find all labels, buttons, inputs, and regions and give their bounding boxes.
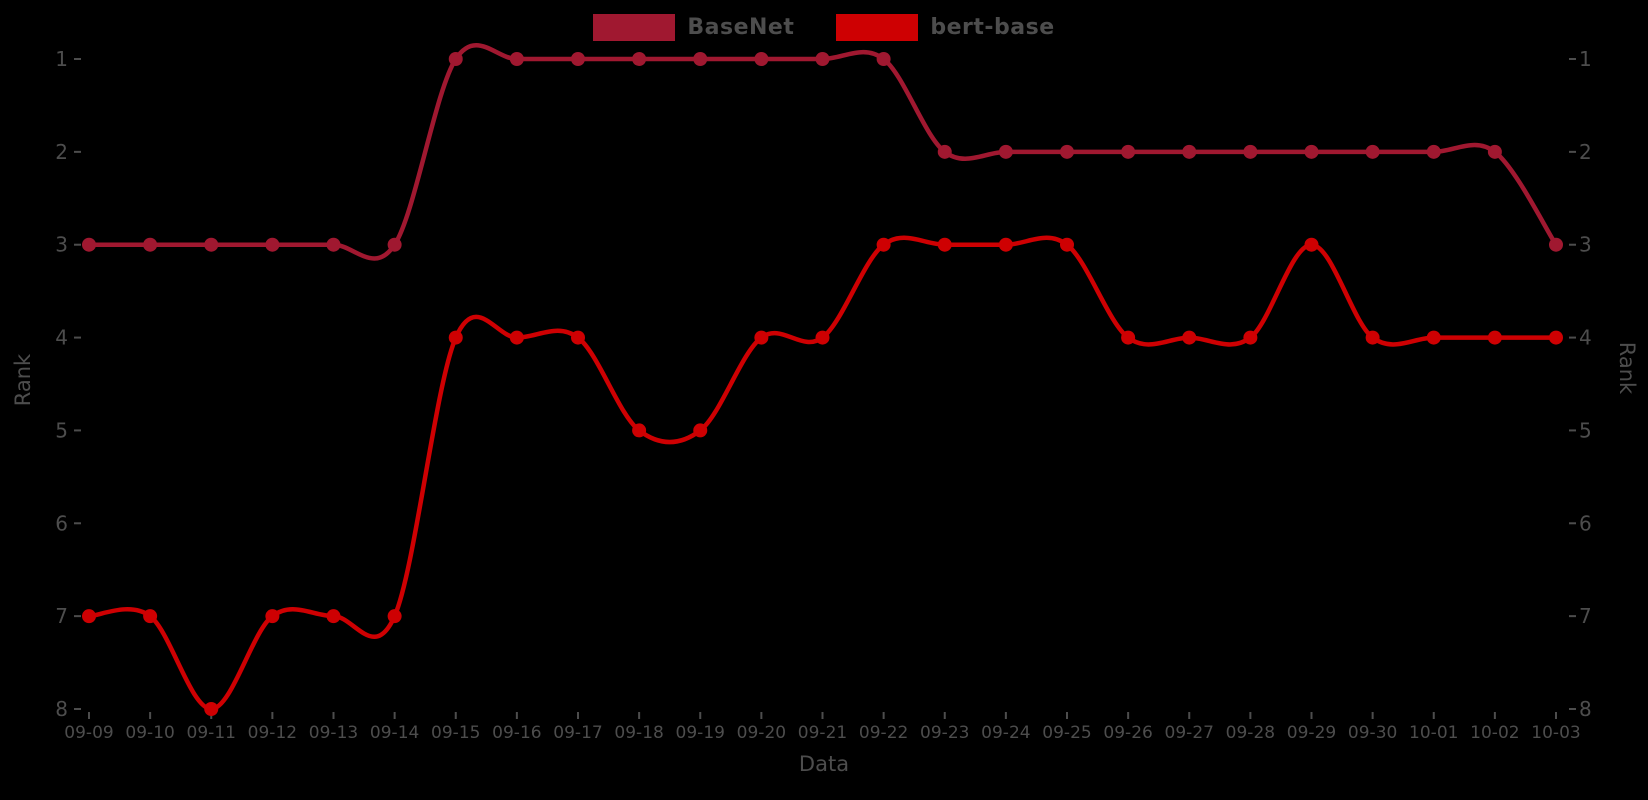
data-point-marker-series-1 (1121, 330, 1136, 345)
y-tick-label-left: 5 (55, 418, 68, 442)
data-point-marker-series-1 (448, 330, 463, 345)
x-tick-label: 09-17 (553, 723, 602, 743)
y-tick-label-right: 4 (1579, 326, 1592, 350)
data-point-marker-series-1 (1060, 237, 1074, 252)
data-point-marker-series-0 (509, 52, 524, 66)
x-tick-label: 10-03 (1531, 723, 1580, 743)
x-tick-label: 09-14 (370, 723, 419, 743)
y-tick-label-left: 1 (55, 47, 68, 71)
data-point-marker-series-0 (1365, 144, 1380, 159)
data-point-marker-series-1 (387, 609, 402, 624)
x-tick-label: 09-18 (614, 723, 663, 743)
data-point-marker-series-1 (1365, 330, 1380, 345)
y-tick-label-right: 8 (1579, 697, 1592, 721)
data-point-marker-series-1 (1182, 330, 1197, 345)
x-tick-label: 09-20 (737, 723, 786, 743)
data-point-marker-series-0 (326, 237, 341, 252)
x-tick-label: 09-28 (1226, 723, 1275, 743)
x-tick-label: 09-29 (1287, 723, 1336, 743)
x-tick-label: 09-30 (1348, 723, 1397, 743)
data-point-marker-series-1 (143, 609, 158, 624)
data-point-marker-series-0 (998, 144, 1013, 159)
data-point-marker-series-0 (1487, 144, 1502, 159)
data-point-marker-series-0 (1304, 144, 1319, 159)
x-tick-label: 09-16 (492, 723, 541, 743)
data-point-marker-series-1 (754, 330, 769, 345)
series-line-1 (86, 235, 1559, 712)
data-point-marker-series-1 (998, 237, 1013, 252)
data-point-marker-series-1 (265, 609, 280, 624)
data-point-marker-series-1 (82, 609, 96, 624)
x-tick-label: 10-01 (1409, 723, 1458, 743)
data-point-marker-series-0 (632, 52, 647, 66)
x-tick-label: 09-10 (125, 723, 174, 743)
data-point-marker-series-0 (1121, 144, 1136, 159)
data-point-marker-series-1 (571, 330, 585, 345)
data-point-marker-series-0 (937, 144, 952, 159)
x-tick-label: 09-19 (676, 723, 725, 743)
data-point-marker-series-0 (1243, 144, 1258, 159)
data-point-marker-series-1 (815, 330, 830, 345)
data-point-marker-series-0 (387, 237, 402, 252)
x-tick-label: 09-25 (1042, 723, 1091, 743)
x-tick-label: 09-21 (798, 723, 847, 743)
y-tick-label-right: 1 (1579, 47, 1592, 71)
data-point-marker-series-1 (1487, 330, 1502, 345)
data-point-marker-series-0 (82, 237, 96, 252)
y-tick-label-right: 6 (1579, 511, 1592, 535)
x-tick-label: 09-23 (920, 723, 969, 743)
x-tick-label: 09-22 (859, 723, 908, 743)
data-point-marker-series-1 (1549, 330, 1563, 345)
x-tick-label: 09-26 (1103, 723, 1152, 743)
y-axis-title-right: Rank (1615, 341, 1639, 395)
y-tick-label-right: 5 (1579, 418, 1592, 442)
series-line-0 (86, 43, 1559, 261)
data-point-marker-series-0 (1182, 144, 1197, 159)
x-tick-label: 09-13 (309, 723, 358, 743)
x-tick-label: 09-27 (1165, 723, 1214, 743)
data-point-marker-series-0 (876, 52, 891, 66)
y-tick-label-right: 3 (1579, 233, 1592, 257)
data-point-marker-series-0 (815, 52, 830, 66)
y-tick-label-right: 2 (1579, 140, 1592, 164)
data-point-marker-series-0 (265, 237, 280, 252)
x-tick-label: 09-15 (431, 723, 480, 743)
y-tick-label-left: 2 (55, 140, 68, 164)
y-tick-label-left: 7 (55, 604, 68, 628)
x-axis-title: Data (798, 752, 850, 776)
data-point-marker-series-1 (937, 237, 952, 252)
data-point-marker-series-0 (204, 237, 219, 252)
data-point-marker-series-0 (693, 52, 708, 66)
x-tick-label: 09-11 (187, 723, 236, 743)
data-point-marker-series-1 (326, 609, 341, 624)
data-point-marker-series-1 (876, 237, 891, 252)
data-point-marker-series-1 (509, 330, 524, 345)
data-point-marker-series-0 (1549, 237, 1563, 252)
data-point-marker-series-0 (571, 52, 585, 66)
data-point-marker-series-0 (1060, 144, 1074, 159)
y-tick-label-left: 3 (55, 233, 68, 257)
x-tick-label: 09-12 (248, 723, 297, 743)
data-point-marker-series-1 (1304, 237, 1319, 252)
data-point-marker-series-0 (143, 237, 158, 252)
x-tick-label: 09-09 (64, 723, 113, 743)
data-point-marker-series-1 (1426, 330, 1441, 345)
data-point-marker-series-1 (632, 423, 647, 438)
x-tick-label: 09-24 (981, 723, 1030, 743)
y-tick-label-right: 7 (1579, 604, 1592, 628)
data-point-marker-series-1 (204, 701, 219, 716)
y-tick-label-left: 6 (55, 511, 68, 535)
data-point-marker-series-1 (1243, 330, 1258, 345)
y-axis-title-left: Rank (11, 353, 35, 407)
data-point-marker-series-1 (693, 423, 708, 438)
x-tick-label: 10-02 (1470, 723, 1519, 743)
data-point-marker-series-0 (1426, 144, 1441, 159)
data-point-marker-series-0 (754, 52, 769, 66)
data-point-marker-series-0 (448, 52, 463, 66)
y-tick-label-left: 8 (55, 697, 68, 721)
y-tick-label-left: 4 (55, 326, 68, 350)
